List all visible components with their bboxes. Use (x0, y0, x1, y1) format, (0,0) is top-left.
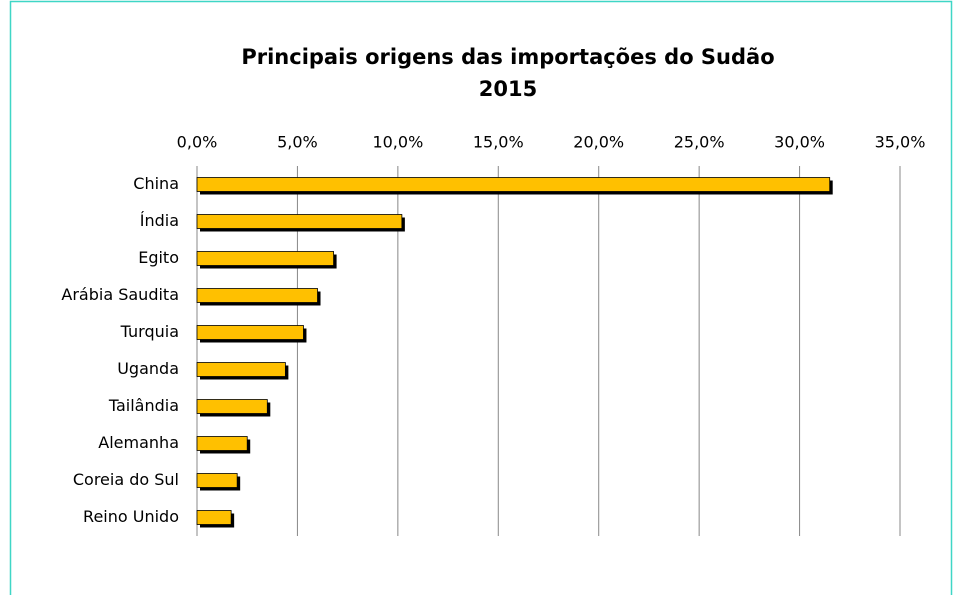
y-tick-label: Egito (138, 248, 179, 267)
y-tick-label: Arábia Saudita (61, 285, 179, 304)
x-tick-label: 0,0% (177, 133, 218, 152)
bar (196, 177, 831, 192)
x-tick-label: 15,0% (473, 133, 524, 152)
y-tick-label: Alemanha (98, 433, 179, 452)
bar (196, 473, 238, 488)
bar (196, 251, 334, 266)
y-tick-label: Uganda (117, 359, 179, 378)
y-tick-label: Tailândia (108, 396, 179, 415)
bar (196, 325, 304, 340)
x-tick-label: 25,0% (674, 133, 725, 152)
bar (196, 510, 232, 525)
chart-subtitle: 2015 (479, 77, 537, 101)
bar (196, 214, 403, 229)
bar (196, 362, 286, 377)
y-tick-label: China (133, 174, 179, 193)
x-tick-label: 35,0% (875, 133, 926, 152)
bar (196, 436, 248, 451)
y-tick-label: Coreia do Sul (73, 470, 179, 489)
frame (9, 0, 953, 595)
y-tick-label: Turquia (120, 322, 179, 341)
y-tick-label: Reino Unido (83, 507, 179, 526)
x-tick-label: 30,0% (774, 133, 825, 152)
x-tick-label: 5,0% (277, 133, 318, 152)
chart-title: Principais origens das importações do Su… (241, 45, 774, 69)
x-tick-label: 10,0% (372, 133, 423, 152)
y-tick-label: Índia (140, 211, 179, 230)
bar (196, 399, 268, 414)
x-tick-label: 20,0% (573, 133, 624, 152)
bar (196, 288, 318, 303)
